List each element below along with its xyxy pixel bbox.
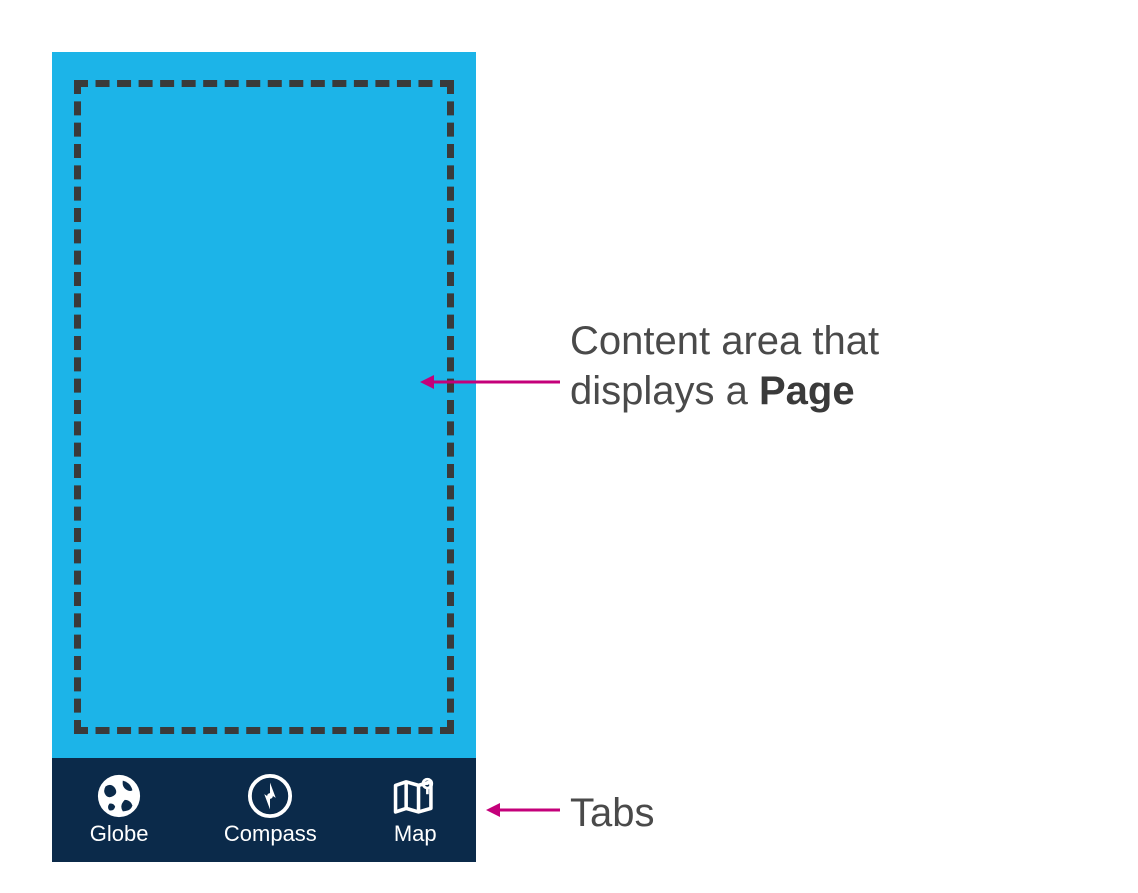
arrow-to-tabs <box>0 0 1138 893</box>
